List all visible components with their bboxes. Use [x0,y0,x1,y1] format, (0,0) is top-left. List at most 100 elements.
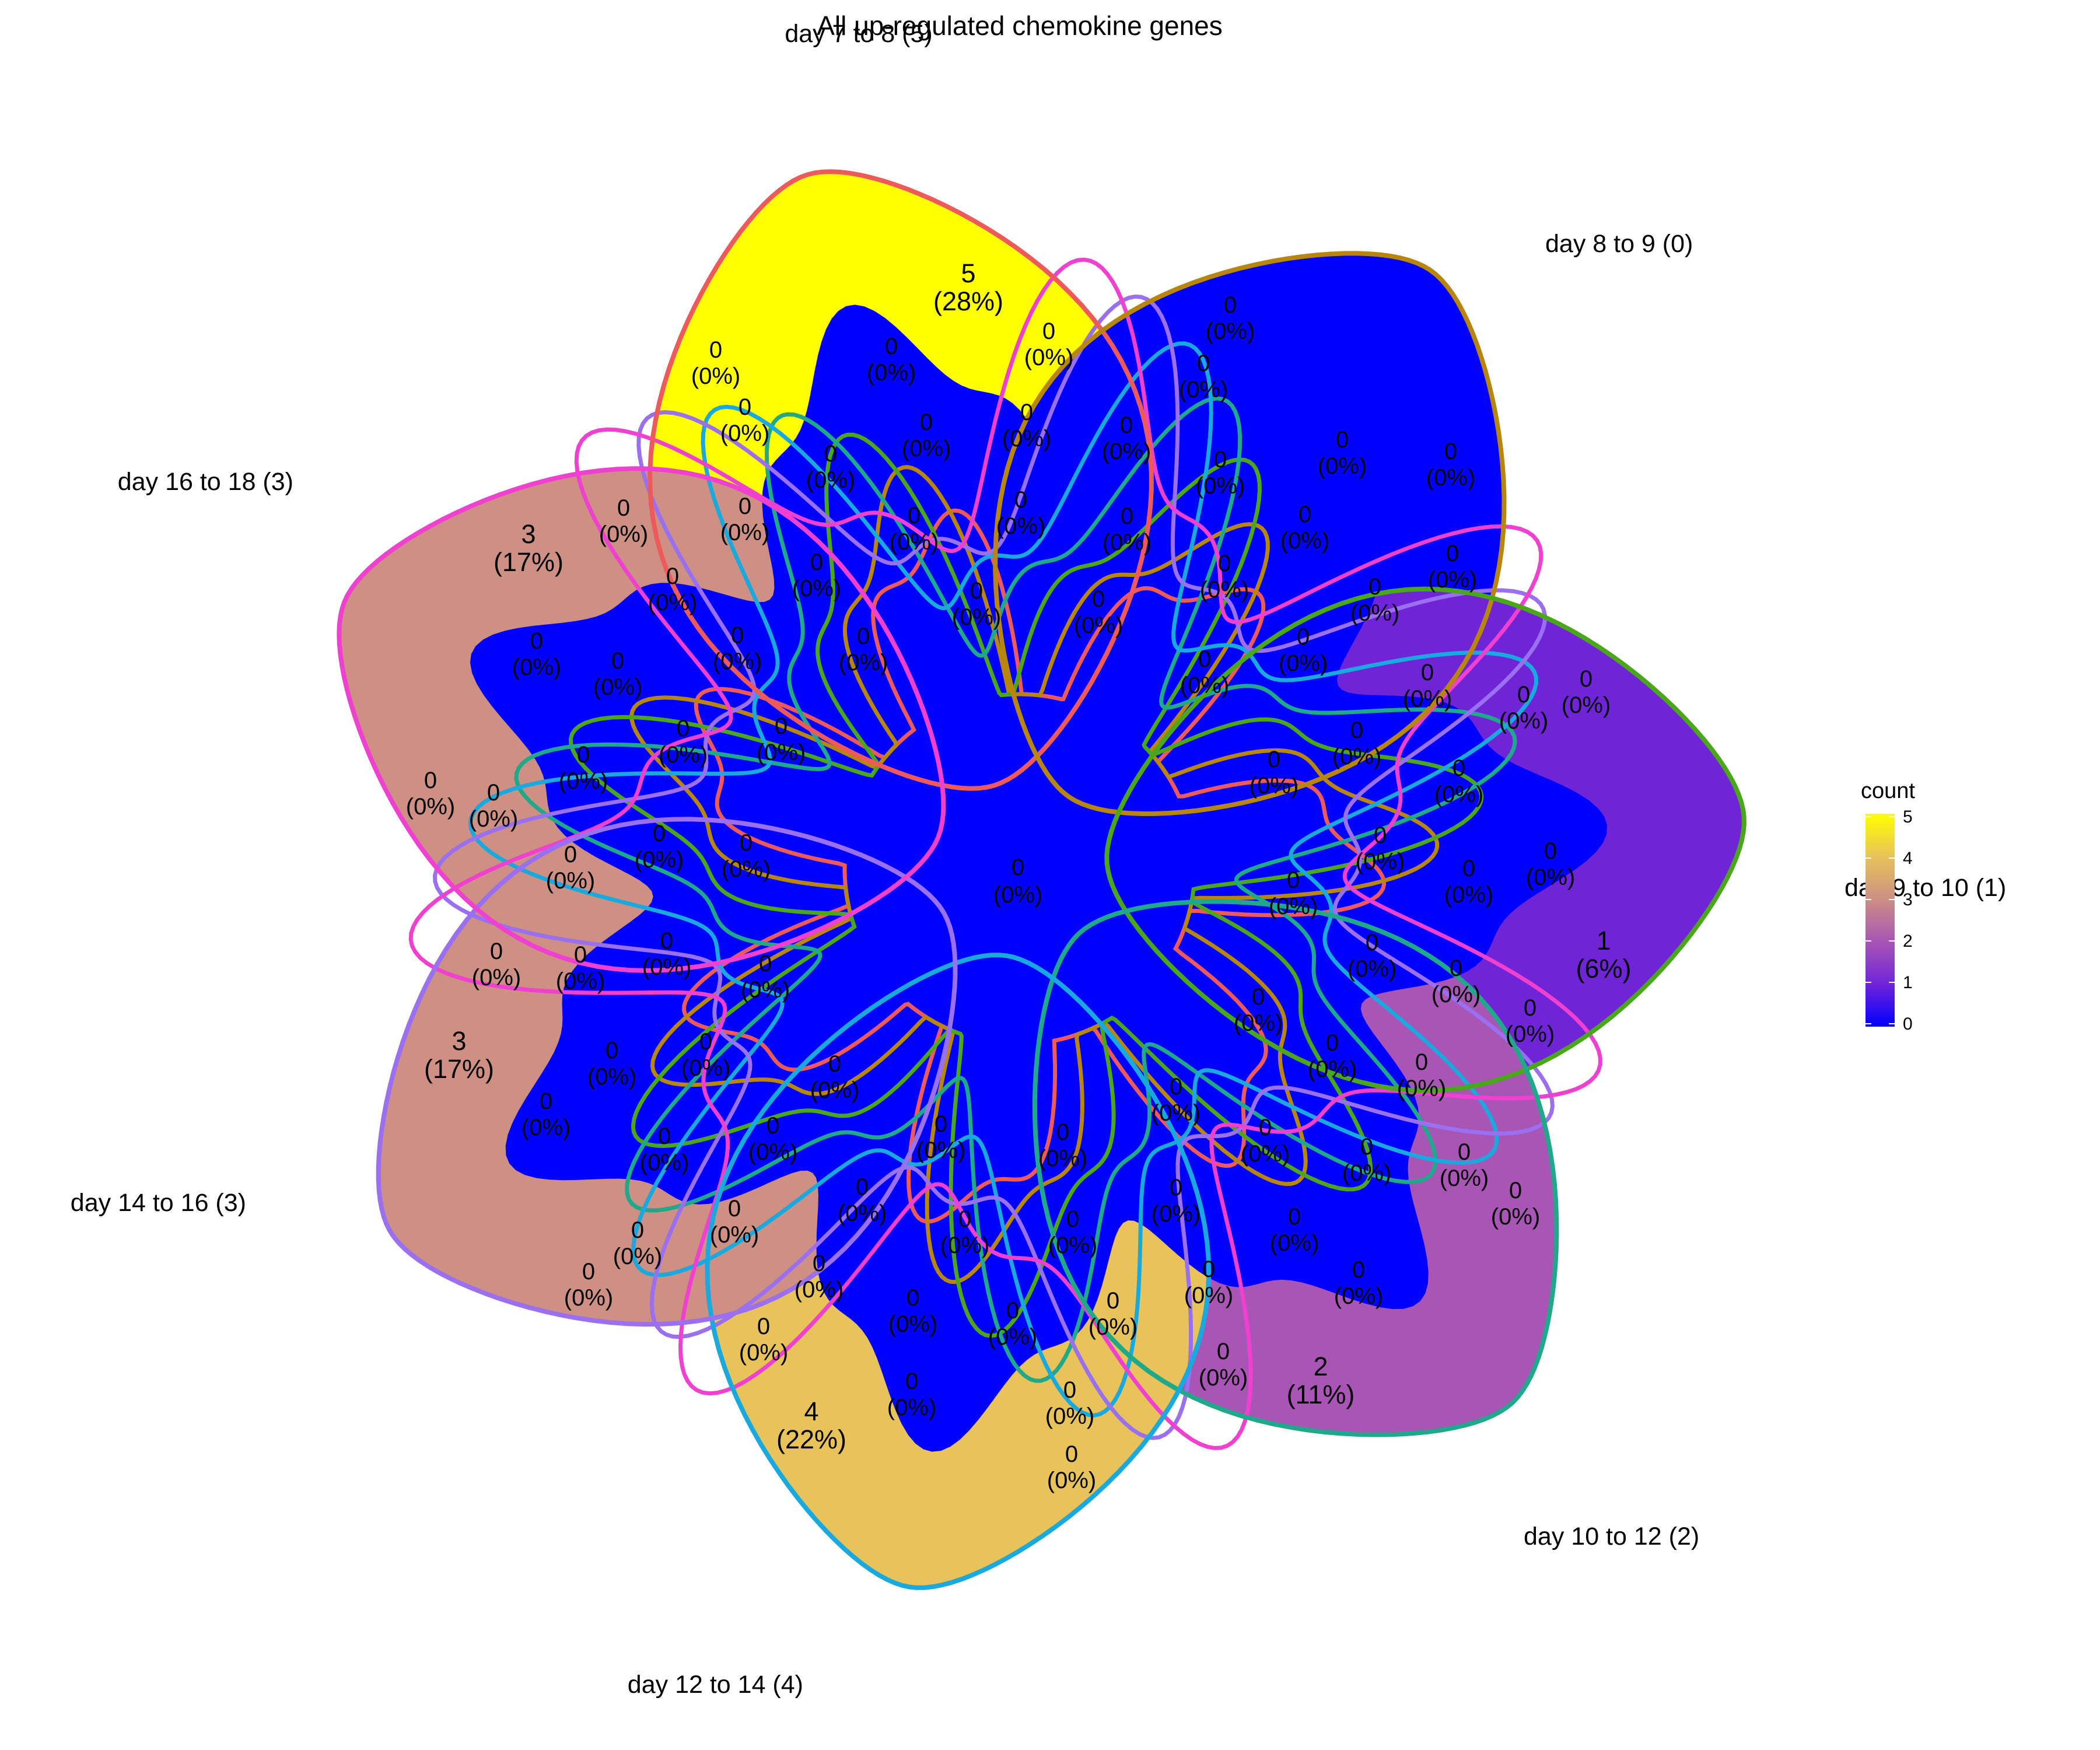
zero-count: 0 [1065,1441,1078,1467]
zero-count-label: 0(0%) [748,1113,797,1165]
zero-count: 0 [709,337,722,363]
zero-count-label: 0(0%) [635,821,684,873]
zero-count-label: 0(0%) [888,1285,937,1337]
overlap-boundary [408,257,1602,1450]
zero-count-label: 0(0%) [1241,1115,1290,1167]
zero-count-label: 0(0%) [587,1038,636,1090]
zero-count: 0 [1107,1288,1119,1314]
center-count-label: 0 (0%) [993,855,1042,908]
zero-percent: (0%) [1269,894,1318,919]
zero-percent: (0%) [792,576,841,601]
zero-percent: (0%) [587,1064,636,1090]
zero-percent: (0%) [640,1150,689,1175]
zero-count: 0 [856,1174,869,1200]
zero-count-label: 0(0%) [564,1259,613,1311]
zero-percent: (0%) [1403,686,1452,712]
zero-count-label: 0(0%) [940,1206,989,1258]
zero-count-label: 0(0%) [1434,755,1483,807]
zero-count: 0 [775,713,788,739]
zero-percent: (0%) [720,421,769,446]
zero-count: 0 [1197,351,1210,376]
zero-count: 0 [1297,624,1310,650]
zero-count-label: 0(0%) [1152,1175,1200,1227]
zero-count: 0 [1524,995,1536,1021]
zero-percent: (0%) [1196,473,1245,499]
zero-count-label: 0(0%) [556,942,605,994]
zero-count-label: 0(0%) [613,1217,662,1269]
zero-count-label: 0(0%) [593,648,642,700]
zero-count: 0 [1326,1030,1339,1056]
petal-outline [337,466,946,973]
zero-count-label: 0(0%) [1102,412,1151,464]
zero-count-label: 0(0%) [1024,318,1073,370]
zero-percent: (0%) [469,806,518,832]
zero-count-label: 0(0%) [1318,427,1367,479]
zero-count: 0 [1444,439,1457,464]
zero-count: 0 [1259,1115,1272,1140]
zero-count-label: 0(0%) [810,1051,859,1103]
zero-count-label: 0(0%) [1332,718,1381,769]
zero-count-label: 0(0%) [1499,682,1548,734]
zero-count: 0 [606,1038,618,1063]
petal-outline [648,169,1154,791]
zero-percent: (0%) [1332,744,1381,769]
zero-percent: (0%) [1279,650,1328,676]
zero-count-label: 0(0%) [1428,541,1477,593]
zero-count: 0 [1544,838,1557,864]
zero-percent: (0%) [1308,1056,1357,1082]
zero-percent: (0%) [1048,1233,1097,1258]
petal-percent: (17%) [424,1054,494,1084]
zero-count: 0 [1517,682,1530,708]
zero-count: 0 [1217,1339,1230,1364]
zero-percent: (0%) [888,1311,937,1337]
zero-count-label: 0(0%) [1506,995,1555,1047]
zero-count-label: 0(0%) [1152,1074,1200,1126]
legend: count 5 4 3 2 1 0 [1861,779,1915,1034]
zero-percent: (0%) [648,590,697,615]
zero-count-label: 0(0%) [1426,439,1475,491]
zero-count: 0 [905,1368,918,1394]
zero-count-label: 0(0%) [599,495,648,547]
zero-percent: (0%) [722,856,771,882]
zero-count-label: 0(0%) [1234,984,1283,1036]
inner-overlap-region [470,304,1608,1452]
overlap-boundary [514,396,1517,1383]
zero-count-label: 0(0%) [1444,856,1493,908]
inner-fill [470,304,1608,1452]
zero-count: 0 [1202,1256,1215,1282]
zero-count-label: 0(0%) [472,939,521,991]
zero-count-label: 0(0%) [710,1196,759,1248]
legend-tick-label: 4 [1903,849,1913,868]
zero-percent: (0%) [748,1139,797,1165]
set-label: day 12 to 14 (4) [628,1671,803,1699]
petal-outline [376,817,958,1327]
zero-percent: (0%) [522,1115,570,1140]
zero-count: 0 [1350,718,1363,743]
zero-count: 0 [766,1113,779,1139]
zero-count-label: 0(0%) [741,951,790,1003]
zero-percent: (0%) [1179,377,1228,402]
zero-percent: (0%) [739,1340,788,1366]
zero-percent: (0%) [810,1077,859,1103]
zero-count: 0 [540,1088,552,1114]
zero-count-label: 0(0%) [1403,660,1452,712]
zero-percent: (0%) [659,742,708,768]
zero-count-label: 0(0%) [996,487,1045,539]
zero-count: 0 [660,928,673,954]
zero-count: 0 [487,780,500,806]
petal-percent: (17%) [494,547,564,577]
zero-count: 0 [617,495,630,521]
zero-count: 0 [1170,1175,1182,1200]
zero-percent: (0%) [838,1200,887,1226]
zero-count-label: 0(0%) [806,441,855,493]
zero-percent: (0%) [741,977,790,1003]
zero-count-label: 0(0%) [640,1124,689,1175]
zero-count-label: 0(0%) [1074,586,1123,638]
zero-percent: (0%) [952,604,1001,630]
center-count: 0 [1012,855,1024,880]
zero-percent: (0%) [1074,612,1123,638]
zero-percent: (0%) [1234,1010,1283,1036]
zero-percent: (0%) [1047,1468,1096,1493]
zero-count-label: 0(0%) [1002,400,1051,452]
zero-count: 0 [970,578,983,604]
